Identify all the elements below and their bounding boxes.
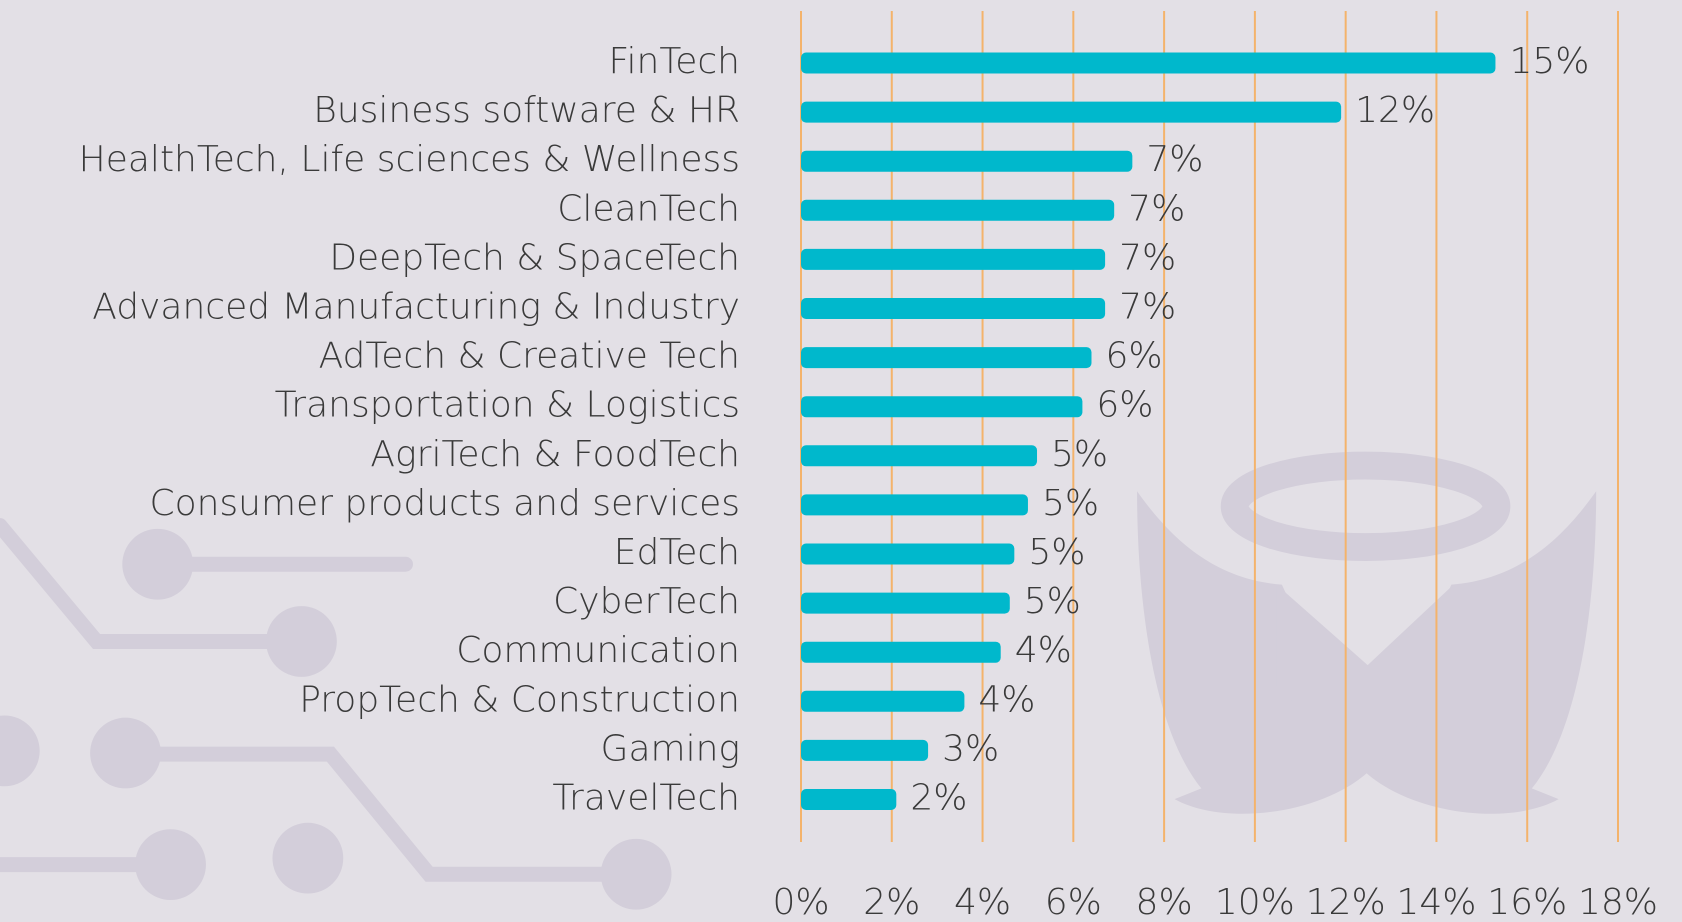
category-label: AgriTech & FoodTech [370,434,740,475]
category-label: Business software & HR [313,90,740,131]
data-label: 5% [1042,483,1099,524]
x-tick-label: 10% [1215,882,1295,922]
data-label: 6% [1096,385,1153,426]
bar [801,690,965,712]
x-tick-label: 2% [863,882,920,922]
bar [801,445,1038,467]
bar [801,248,1106,270]
x-tick-label: 6% [1045,882,1102,922]
bar [801,592,1010,614]
data-label: 5% [1051,434,1108,475]
data-label: 7% [1119,237,1176,278]
data-label: 5% [1024,581,1081,622]
x-tick-label: 4% [954,882,1011,922]
category-label: Communication [456,630,740,671]
category-label: Advanced Manufacturing & Industry [92,287,740,328]
data-label: 15% [1509,41,1589,82]
x-tick-label: 12% [1306,882,1386,922]
bar [801,789,897,810]
category-label: EdTech [614,532,740,573]
bar [801,298,1106,319]
x-tick-label: 18% [1578,882,1658,922]
bar [801,150,1133,172]
data-label: 7% [1146,139,1203,180]
x-tick-label: 16% [1487,882,1567,922]
x-tick-label: 14% [1396,882,1476,922]
data-label: 5% [1028,532,1085,573]
category-label: CleanTech [557,188,740,229]
category-label: DeepTech & SpaceTech [329,237,740,278]
data-label: 4% [978,679,1035,720]
data-label: 7% [1128,188,1185,229]
bar [801,494,1028,516]
bar [801,641,1001,663]
data-label: 12% [1355,90,1435,131]
category-label: Gaming [601,728,740,769]
category-label: Transportation & Logistics [275,385,740,426]
x-tick-label: 8% [1136,882,1193,922]
x-tick-label: 0% [772,882,829,922]
data-label: 7% [1119,287,1176,328]
bar [801,101,1342,123]
category-label: Consumer products and services [149,483,740,524]
category-label: HealthTech, Life sciences & Wellness [79,139,740,180]
category-label: AdTech & Creative Tech [319,336,740,377]
bar [801,347,1092,369]
data-label: 3% [942,728,999,769]
data-label: 2% [910,778,967,819]
background-decoration [0,451,1597,910]
category-label: TravelTech [552,778,740,819]
bar [801,396,1083,418]
bar [801,543,1015,565]
data-label: 4% [1015,630,1072,671]
category-label: PropTech & Construction [299,679,740,720]
data-label: 6% [1105,336,1162,377]
category-label: FinTech [608,41,740,82]
bar [801,199,1115,221]
category-label: CyberTech [553,581,740,622]
bar [801,739,929,761]
bar [801,52,1496,74]
